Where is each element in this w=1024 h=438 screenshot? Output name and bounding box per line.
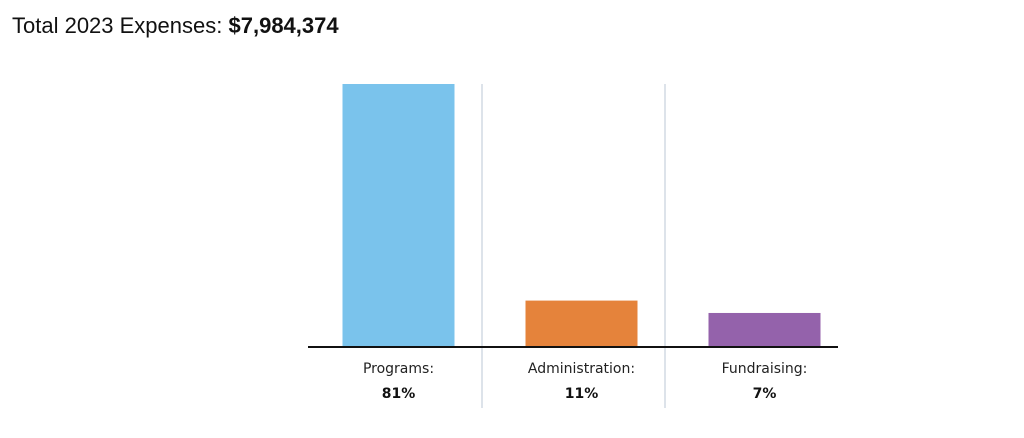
bar-3 (708, 312, 821, 347)
value-label: 7% (753, 386, 777, 402)
title-label: Total 2023 Expenses: (12, 13, 223, 38)
total-expenses: $7,984,374 (228, 13, 339, 38)
category-label: Programs: (363, 361, 434, 377)
value-label: 11% (565, 386, 599, 402)
value-label: 81% (382, 386, 416, 402)
chart-title: Total 2023 Expenses: $7,984,374 (12, 13, 339, 39)
category-label: Fundraising: (722, 361, 808, 377)
bar-2 (525, 300, 638, 347)
category-label: Administration: (528, 361, 635, 377)
bar-1 (342, 84, 455, 347)
